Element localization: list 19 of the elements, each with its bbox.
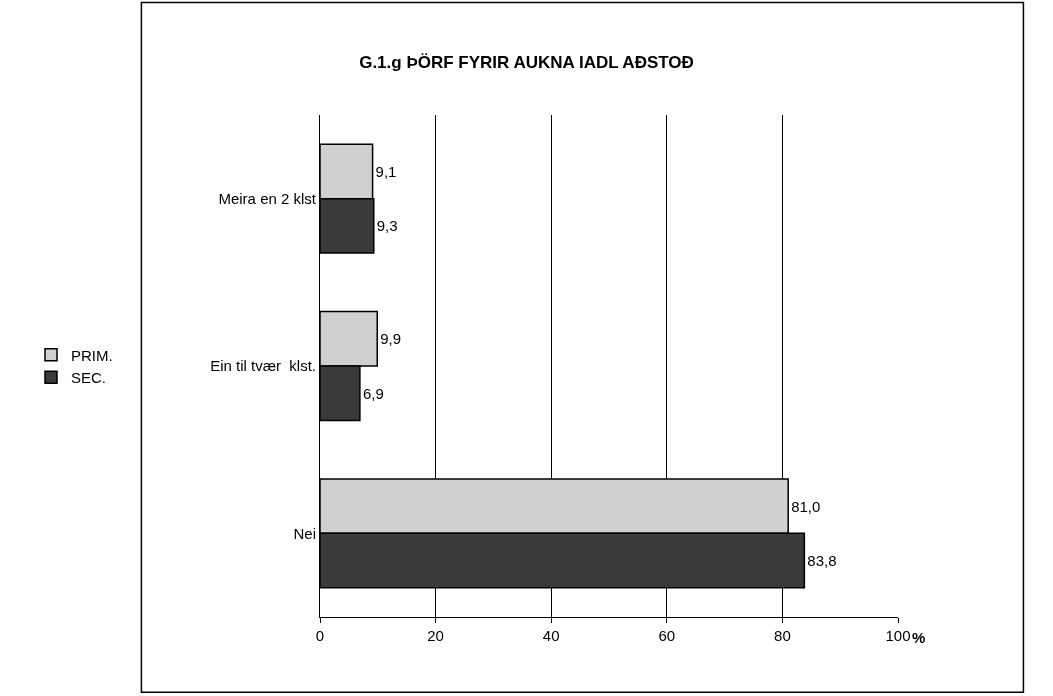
data-label: 83,8 (807, 552, 837, 570)
x-tick-label: 40 (542, 627, 560, 644)
y-tick-label: Meira en 2 klst (218, 189, 317, 207)
legend-label: PRIM. (71, 346, 113, 364)
y-tick-label: Nei (293, 524, 316, 542)
x-tick-label: 0 (315, 627, 325, 644)
data-label: 81,0 (791, 497, 821, 515)
data-label: 6,9 (362, 384, 384, 402)
chart-title: G.1.g ÞÖRF FYRIR AUKNA IADL AÐSTOÐ (359, 52, 694, 72)
x-tick-label: 60 (658, 627, 676, 644)
legend-label: SEC. (71, 369, 107, 387)
x-tick-label: 100 (885, 627, 911, 644)
data-label: 9,1 (375, 162, 397, 180)
data-label: 9,9 (380, 330, 402, 348)
x-tick-label: 80 (774, 627, 791, 644)
x-axis-title: % (912, 629, 926, 646)
x-tick-label: 20 (427, 627, 444, 644)
data-label: 9,3 (376, 217, 398, 235)
y-tick-label: Ein til tvær klst. (210, 357, 316, 375)
